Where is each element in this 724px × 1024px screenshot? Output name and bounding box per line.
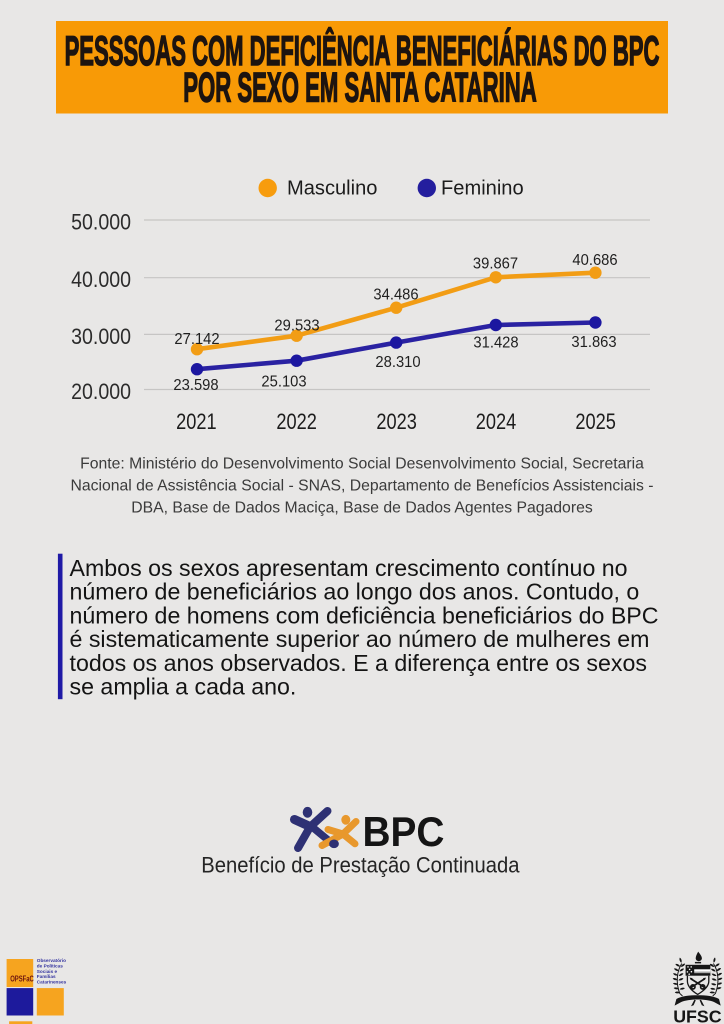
svg-text:40.000: 40.000 <box>71 268 131 292</box>
svg-text:34.486: 34.486 <box>373 286 418 304</box>
svg-text:número de homens com deficiênc: número de homens com deficiência benefic… <box>70 602 659 628</box>
svg-text:27.142: 27.142 <box>174 331 219 349</box>
svg-text:2021: 2021 <box>176 411 216 435</box>
svg-text:DBA, Base de Dados Maciça, Bas: DBA, Base de Dados Maciça, Base de Dados… <box>131 500 593 517</box>
svg-text:número de beneficiários ao lon: número de beneficiários ao longo dos ano… <box>70 579 640 605</box>
svg-text:2022: 2022 <box>276 411 316 435</box>
svg-text:todos os anos observados. E a: todos os anos observados. E a diferença … <box>70 650 647 676</box>
svg-text:2024: 2024 <box>476 411 516 435</box>
svg-text:Famílias: Famílias <box>37 974 56 979</box>
svg-text:POR SEXO EM SANTA CATARINA: POR SEXO EM SANTA CATARINA <box>183 65 537 111</box>
svg-text:se amplia a cada ano.: se amplia a cada ano. <box>70 674 297 700</box>
svg-text:20.000: 20.000 <box>71 380 131 404</box>
svg-text:Masculino: Masculino <box>287 178 377 200</box>
svg-text:Nacional de Assistência Social: Nacional de Assistência Social - SNAS, D… <box>70 478 653 495</box>
svg-text:40.686: 40.686 <box>572 252 617 270</box>
svg-text:Fonte: Ministério do Desenvolv: Fonte: Ministério do Desenvolvimento Soc… <box>80 456 644 473</box>
svg-text:30.000: 30.000 <box>71 325 131 349</box>
svg-text:25.103: 25.103 <box>261 373 306 391</box>
svg-text:29.533: 29.533 <box>274 317 319 335</box>
svg-text:50.000: 50.000 <box>71 210 131 234</box>
svg-text:de Políticas: de Políticas <box>37 963 63 968</box>
svg-text:BPC: BPC <box>363 810 445 855</box>
svg-text:23.598: 23.598 <box>173 377 218 395</box>
svg-text:31.863: 31.863 <box>571 334 616 352</box>
svg-text:Ambos os sexos apresentam cres: Ambos os sexos apresentam crescimento co… <box>70 555 628 581</box>
svg-text:OPSFaC: OPSFaC <box>10 975 34 984</box>
svg-text:31.428: 31.428 <box>473 334 518 352</box>
svg-text:28.310: 28.310 <box>375 354 420 372</box>
svg-text:Observatório: Observatório <box>37 958 66 963</box>
svg-text:é sistematicamente superior ao: é sistematicamente superior ao número de… <box>70 626 650 652</box>
svg-text:Benefício de Prestação Continu: Benefício de Prestação Continuada <box>201 854 519 878</box>
svg-text:Sociais e: Sociais e <box>37 969 58 974</box>
svg-text:2025: 2025 <box>575 411 615 435</box>
svg-text:39.867: 39.867 <box>473 255 518 273</box>
svg-text:Feminino: Feminino <box>441 178 524 200</box>
svg-text:PESSSOAS COM DEFICIÊNCIA BENEF: PESSSOAS COM DEFICIÊNCIA BENEFICIÁRIAS D… <box>65 28 660 76</box>
svg-text:Catarinenses: Catarinenses <box>37 980 67 985</box>
svg-text:2023: 2023 <box>376 411 416 435</box>
svg-text:UFSC: UFSC <box>673 1006 722 1024</box>
